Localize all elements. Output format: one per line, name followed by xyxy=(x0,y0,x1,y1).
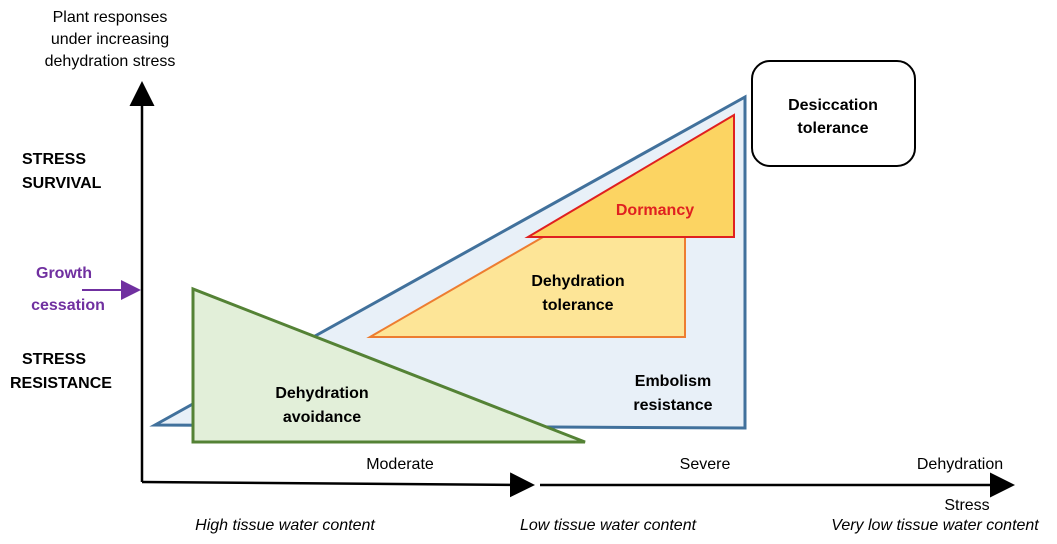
region-label: Desiccation xyxy=(788,97,878,114)
x-label: Dehydration xyxy=(917,456,1003,473)
region-label: Dehydration xyxy=(531,273,624,290)
label: RESISTANCE xyxy=(10,375,112,392)
region-label: Dehydration xyxy=(275,385,368,402)
x-label: Stress xyxy=(944,497,989,514)
label: STRESS xyxy=(22,351,86,368)
label: SURVIVAL xyxy=(22,175,102,192)
region-label: resistance xyxy=(633,397,712,414)
y-title: Plant responses xyxy=(53,9,168,26)
region-label: avoidance xyxy=(283,409,361,426)
dormancy-triangle xyxy=(524,113,735,238)
x-label: High tissue water content xyxy=(195,517,375,534)
region-label: tolerance xyxy=(797,120,868,137)
x-label: Severe xyxy=(680,456,731,473)
region-label: tolerance xyxy=(542,297,613,314)
region-label: Embolism xyxy=(635,373,711,390)
region-label: Dormancy xyxy=(616,202,694,219)
label: Growth xyxy=(36,265,92,282)
x-label: Low tissue water content xyxy=(520,517,697,534)
avoidance-triangle xyxy=(191,286,586,444)
desiccation-box xyxy=(751,60,916,167)
x-axis xyxy=(141,472,535,498)
x-label: Very low tissue water content xyxy=(831,517,1039,534)
y-title: under increasing xyxy=(51,31,169,48)
x-label: Moderate xyxy=(366,456,434,473)
y-title: dehydration stress xyxy=(45,53,176,70)
label: cessation xyxy=(31,297,105,314)
label: STRESS xyxy=(22,151,86,168)
